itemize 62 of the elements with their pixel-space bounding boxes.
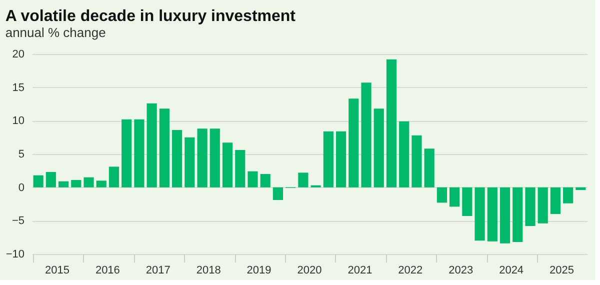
bar [474,187,485,241]
y-tick-label: 15 [12,82,24,94]
y-tick-label: 5 [18,148,24,160]
bar [487,187,498,242]
bar [122,119,132,188]
bar [323,131,334,188]
bar [184,137,195,188]
bar [500,187,510,244]
y-tick-label: −5 [12,215,24,228]
y-tick-label: 0 [18,182,24,194]
bar [146,103,157,188]
bar [576,187,586,190]
x-tick-label: 2017 [146,264,170,276]
x-tick-label: 2025 [550,264,574,276]
x-tick-label: 2019 [246,264,272,276]
bar [235,150,246,188]
bar [412,135,422,188]
bar [462,187,472,216]
bar [96,180,106,188]
chart-title: A volatile decade in luxury investment [5,8,296,25]
y-tick-label: 10 [12,115,24,128]
bar [46,172,56,188]
bar [172,130,182,188]
x-tick-label: 2022 [398,264,423,276]
y-tick-label: −10 [6,248,24,260]
chart-subtitle: annual % change [5,25,106,40]
x-tick-label: 2020 [297,264,322,276]
bar [159,108,170,188]
bar [298,172,308,188]
x-tick-label: 2015 [44,264,70,276]
bar [33,175,44,188]
bar [248,171,258,188]
bar [71,180,82,188]
x-tick-label: 2024 [499,264,524,276]
bar [512,187,523,242]
y-tick-label: 20 [12,48,24,60]
bar [84,177,94,188]
bar [197,128,208,188]
bar [399,121,410,188]
x-tick-label: 2021 [348,264,372,276]
bar [134,119,144,188]
bar [424,148,434,188]
bar [374,108,384,188]
bar [222,142,233,188]
bar [450,187,460,207]
x-tick-label: 2023 [448,264,474,276]
bar [563,187,574,204]
bar [386,59,397,188]
bar [58,181,69,188]
bar [525,187,536,226]
x-tick-label: 2018 [196,264,221,276]
bar [260,174,270,188]
x-tick-label: 2016 [95,264,120,276]
bar [538,187,548,224]
bar [361,82,372,188]
bar [436,187,447,203]
bar [272,187,284,200]
bar [210,128,220,188]
bar [348,98,359,188]
bar [336,131,346,188]
bar [550,187,561,214]
bar [108,166,120,188]
